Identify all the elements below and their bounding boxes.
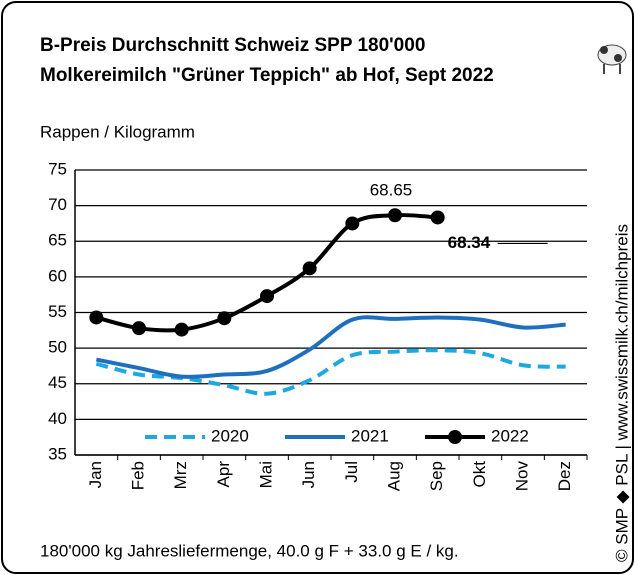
title: B-Preis Durchschnitt Schweiz SPP 180'000: [40, 35, 425, 56]
x-tick-label: Mai: [256, 461, 275, 488]
x-tick-label: Dez: [555, 461, 574, 491]
x-tick-label: Mrz: [171, 461, 190, 489]
legend-marker: [448, 430, 462, 444]
y-tick-label: 60: [48, 266, 67, 285]
x-tick-label: Aug: [384, 461, 403, 491]
x-tick-label: Sep: [427, 461, 446, 491]
x-tick-label: Nov: [512, 461, 531, 492]
point: [132, 321, 146, 335]
x-tick-label: Jul: [342, 461, 361, 483]
footnote: 180'000 kg Jahresliefermenge, 40.0 g F +…: [40, 541, 459, 560]
point: [217, 311, 231, 325]
point: [388, 208, 402, 222]
chart: B-Preis Durchschnitt Schweiz SPP 180'000…: [0, 0, 635, 575]
y-tick-label: 65: [48, 231, 67, 250]
y-tick-label: 70: [48, 195, 67, 214]
legend-label: 2021: [351, 426, 389, 445]
x-tick-label: Feb: [128, 461, 147, 490]
point: [89, 310, 103, 324]
y-tick-label: 35: [48, 444, 67, 463]
y-axis-label: Rappen / Kilogramm: [40, 122, 195, 141]
point: [260, 289, 274, 303]
y-tick-label: 55: [48, 302, 67, 321]
x-tick-label: Okt: [470, 461, 489, 488]
point: [303, 261, 317, 275]
x-tick-label: Apr: [214, 461, 233, 488]
legend-label: 2022: [491, 426, 529, 445]
point: [175, 323, 189, 337]
y-tick-label: 75: [48, 159, 67, 178]
legend-label: 2020: [211, 426, 249, 445]
x-tick-label: Jun: [299, 461, 318, 488]
title: Molkereimilch "Grüner Teppich" ab Hof, S…: [40, 65, 494, 86]
y-tick-label: 45: [48, 373, 67, 392]
source: © SMP ◆ PSL | www.swissmilk.ch/milchprei…: [612, 224, 631, 562]
y-tick-label: 50: [48, 338, 67, 357]
point: [431, 210, 445, 224]
x-tick-label: Jan: [86, 461, 105, 488]
data-label: 68.34: [448, 233, 491, 252]
y-tick-label: 40: [48, 409, 67, 428]
point: [345, 216, 359, 230]
data-label: 68.65: [370, 181, 413, 200]
